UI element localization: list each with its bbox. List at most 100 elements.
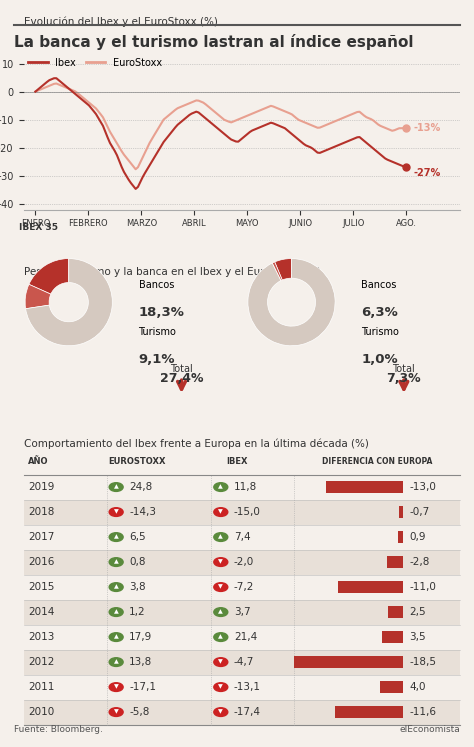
Wedge shape <box>275 258 292 280</box>
Bar <box>24 550 460 574</box>
Circle shape <box>109 583 123 592</box>
Text: Comportamiento del Ibex frente a Europa en la última década (%): Comportamiento del Ibex frente a Europa … <box>24 438 369 449</box>
Text: Total: Total <box>170 364 193 374</box>
Text: Bancos: Bancos <box>361 280 397 290</box>
Circle shape <box>109 533 123 542</box>
Text: ▲: ▲ <box>219 635 223 639</box>
Text: ▼: ▼ <box>219 585 223 589</box>
Text: -4,7: -4,7 <box>234 657 254 667</box>
Text: 0,8: 0,8 <box>129 557 146 567</box>
Circle shape <box>214 483 228 492</box>
Circle shape <box>109 483 123 492</box>
Bar <box>24 700 460 725</box>
Bar <box>327 481 403 493</box>
Text: 24,8: 24,8 <box>129 482 153 492</box>
Bar <box>24 624 460 650</box>
Text: 2010: 2010 <box>28 707 55 717</box>
Text: ▼: ▼ <box>219 509 223 515</box>
Text: ▲: ▲ <box>114 535 118 539</box>
Text: ▲: ▲ <box>219 535 223 539</box>
Text: 7,4: 7,4 <box>234 532 251 542</box>
Bar <box>383 631 403 642</box>
Bar <box>399 506 403 518</box>
Text: 6,5: 6,5 <box>129 532 146 542</box>
Circle shape <box>109 633 123 642</box>
Circle shape <box>214 508 228 516</box>
Text: ▼: ▼ <box>114 684 118 689</box>
Bar <box>338 581 403 592</box>
Bar <box>294 657 403 668</box>
Text: -17,4: -17,4 <box>234 707 261 717</box>
Text: ▼: ▼ <box>114 710 118 715</box>
Text: -14,3: -14,3 <box>129 507 156 517</box>
Text: elEconomista: elEconomista <box>399 725 460 734</box>
Text: -11,6: -11,6 <box>410 707 437 717</box>
Text: 7,3%: 7,3% <box>386 373 421 385</box>
Legend: Ibex, EuroStoxx: Ibex, EuroStoxx <box>24 54 166 72</box>
Text: ▼: ▼ <box>219 684 223 689</box>
Text: ▼: ▼ <box>219 710 223 715</box>
Text: ▲: ▲ <box>219 610 223 615</box>
Text: 11,8: 11,8 <box>234 482 257 492</box>
Text: EUROSTOXX: EUROSTOXX <box>109 457 166 466</box>
Bar <box>387 557 403 568</box>
Text: ▲: ▲ <box>114 610 118 615</box>
Text: -7,2: -7,2 <box>234 582 254 592</box>
Wedge shape <box>25 285 51 309</box>
Text: ▼: ▼ <box>114 509 118 515</box>
Text: 2,5: 2,5 <box>410 607 426 617</box>
Text: Turismo: Turismo <box>361 327 399 337</box>
Text: Bancos: Bancos <box>138 280 174 290</box>
Text: -13%: -13% <box>413 123 440 133</box>
Text: 2014: 2014 <box>28 607 55 617</box>
Text: ▼: ▼ <box>219 660 223 665</box>
Text: 21,4: 21,4 <box>234 632 257 642</box>
Text: 2013: 2013 <box>28 632 55 642</box>
Text: -2,0: -2,0 <box>234 557 254 567</box>
Text: DIFERENCIA CON EUROPA: DIFERENCIA CON EUROPA <box>322 457 432 466</box>
Bar <box>24 574 460 600</box>
Bar <box>388 607 403 618</box>
Text: 3,8: 3,8 <box>129 582 146 592</box>
Text: 2011: 2011 <box>28 682 55 692</box>
Text: -13,1: -13,1 <box>234 682 261 692</box>
Text: La banca y el turismo lastran al índice español: La banca y el turismo lastran al índice … <box>14 34 414 49</box>
Bar <box>24 474 460 500</box>
Wedge shape <box>272 262 282 281</box>
Text: 0,9: 0,9 <box>410 532 426 542</box>
Bar <box>24 675 460 700</box>
Text: 2012: 2012 <box>28 657 55 667</box>
Circle shape <box>109 657 123 666</box>
Circle shape <box>214 707 228 716</box>
Circle shape <box>109 508 123 516</box>
Text: 1,0%: 1,0% <box>361 353 398 366</box>
Text: ▲: ▲ <box>114 585 118 589</box>
Text: IBEX 35: IBEX 35 <box>19 223 58 232</box>
Text: Evolución del Ibex y el EuroStoxx (%): Evolución del Ibex y el EuroStoxx (%) <box>24 16 218 26</box>
Text: IBEX: IBEX <box>227 457 248 466</box>
Bar <box>24 524 460 550</box>
Text: 2018: 2018 <box>28 507 55 517</box>
Text: 2015: 2015 <box>28 582 55 592</box>
Text: 1,2: 1,2 <box>129 607 146 617</box>
Text: Fuente: Bloomberg.: Fuente: Bloomberg. <box>14 725 103 734</box>
Circle shape <box>214 683 228 692</box>
Text: -27%: -27% <box>413 168 440 178</box>
Text: 2017: 2017 <box>28 532 55 542</box>
Text: -2,8: -2,8 <box>410 557 430 567</box>
Text: 2016: 2016 <box>28 557 55 567</box>
Circle shape <box>214 657 228 666</box>
Text: 17,9: 17,9 <box>129 632 153 642</box>
Wedge shape <box>26 258 112 346</box>
Text: 4,0: 4,0 <box>410 682 426 692</box>
Bar <box>24 600 460 624</box>
Text: 3,5: 3,5 <box>410 632 426 642</box>
Text: 6,3%: 6,3% <box>361 306 398 319</box>
Text: -18,5: -18,5 <box>410 657 437 667</box>
Circle shape <box>109 683 123 692</box>
Text: ▲: ▲ <box>114 660 118 665</box>
Text: ▲: ▲ <box>219 485 223 489</box>
Text: -17,1: -17,1 <box>129 682 156 692</box>
Circle shape <box>109 707 123 716</box>
Circle shape <box>214 558 228 566</box>
